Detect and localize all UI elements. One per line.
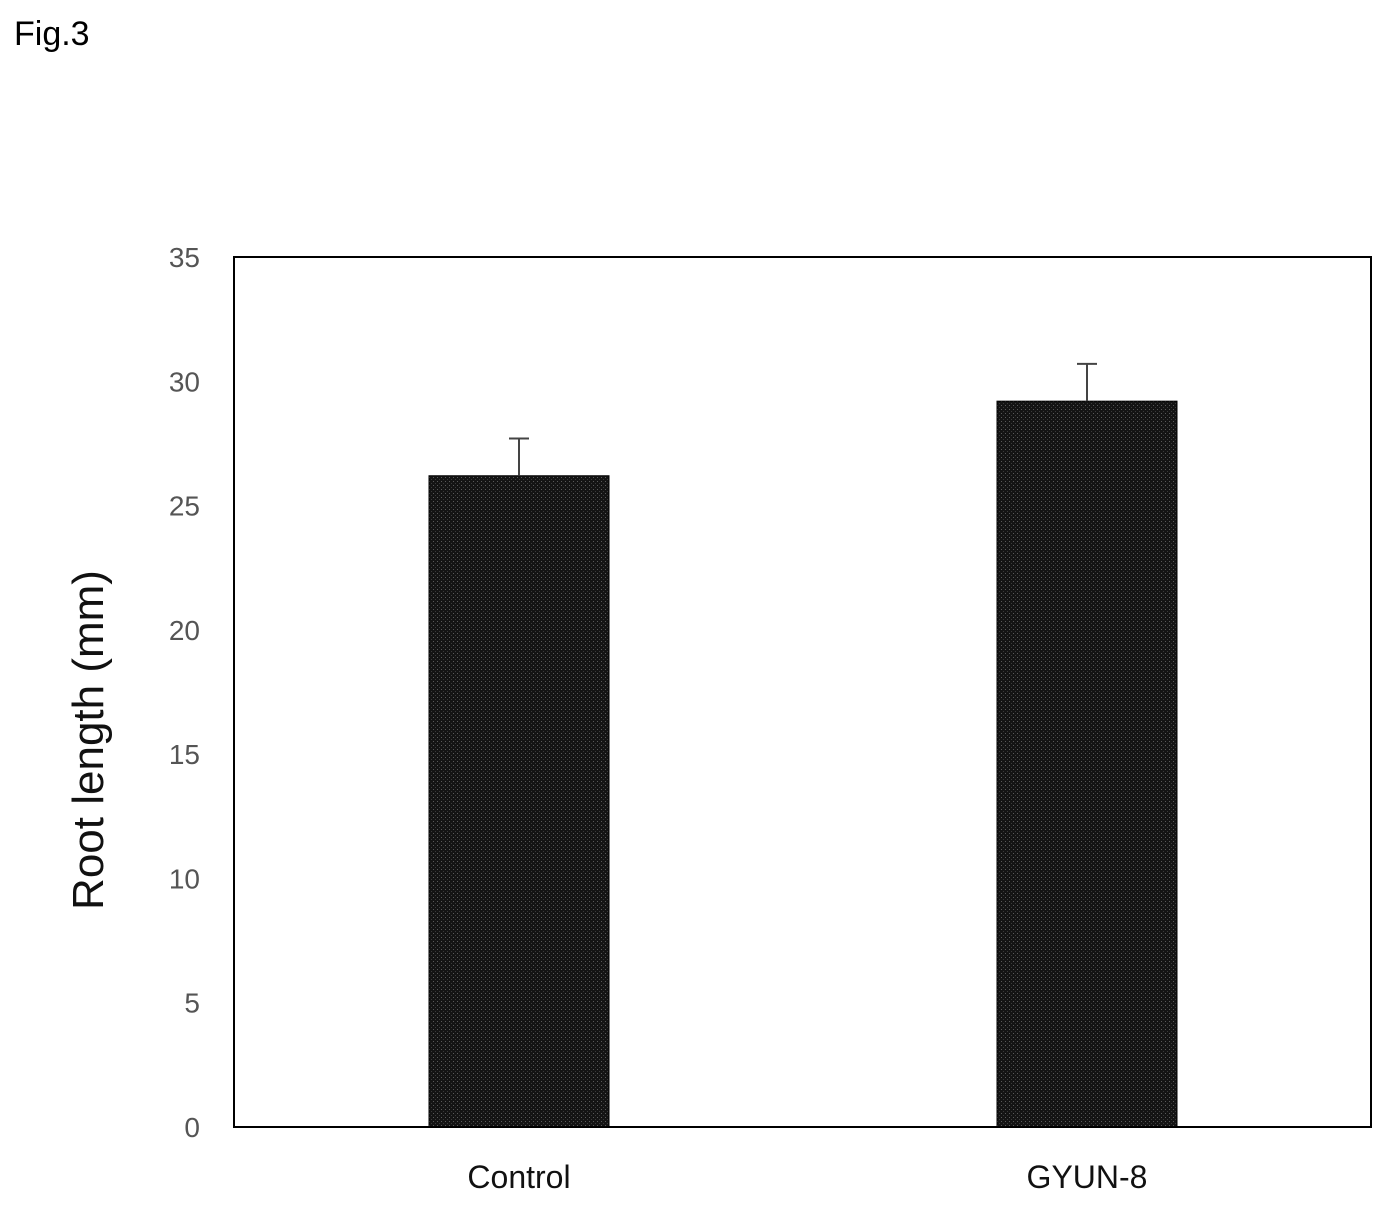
x-category-label: Control xyxy=(467,1159,570,1195)
y-tick-label: 0 xyxy=(184,1112,200,1143)
y-tick-label: 20 xyxy=(169,615,200,646)
bars-group xyxy=(428,400,1178,1128)
bar-control xyxy=(428,475,610,1128)
y-tick-label: 25 xyxy=(169,491,200,522)
error-bar xyxy=(1077,362,1097,402)
y-tick-label: 15 xyxy=(169,739,200,770)
y-tick-label: 35 xyxy=(169,242,200,273)
error-bars-group xyxy=(509,362,1097,476)
x-category-label: GYUN-8 xyxy=(1027,1159,1148,1195)
y-axis-ticks: 0 5 10 15 20 25 30 35 xyxy=(169,242,200,1143)
figure-label: Fig.3 xyxy=(14,15,90,53)
bar-gyun-8 xyxy=(996,400,1178,1128)
x-axis-labels: Control GYUN-8 xyxy=(467,1159,1147,1195)
y-axis-title: Root length (mm) xyxy=(64,570,113,910)
y-tick-label: 5 xyxy=(184,988,200,1019)
y-tick-label: 10 xyxy=(169,863,200,894)
y-tick-label: 30 xyxy=(169,366,200,397)
error-bar xyxy=(509,437,529,476)
plot-area-frame xyxy=(233,256,1372,1128)
